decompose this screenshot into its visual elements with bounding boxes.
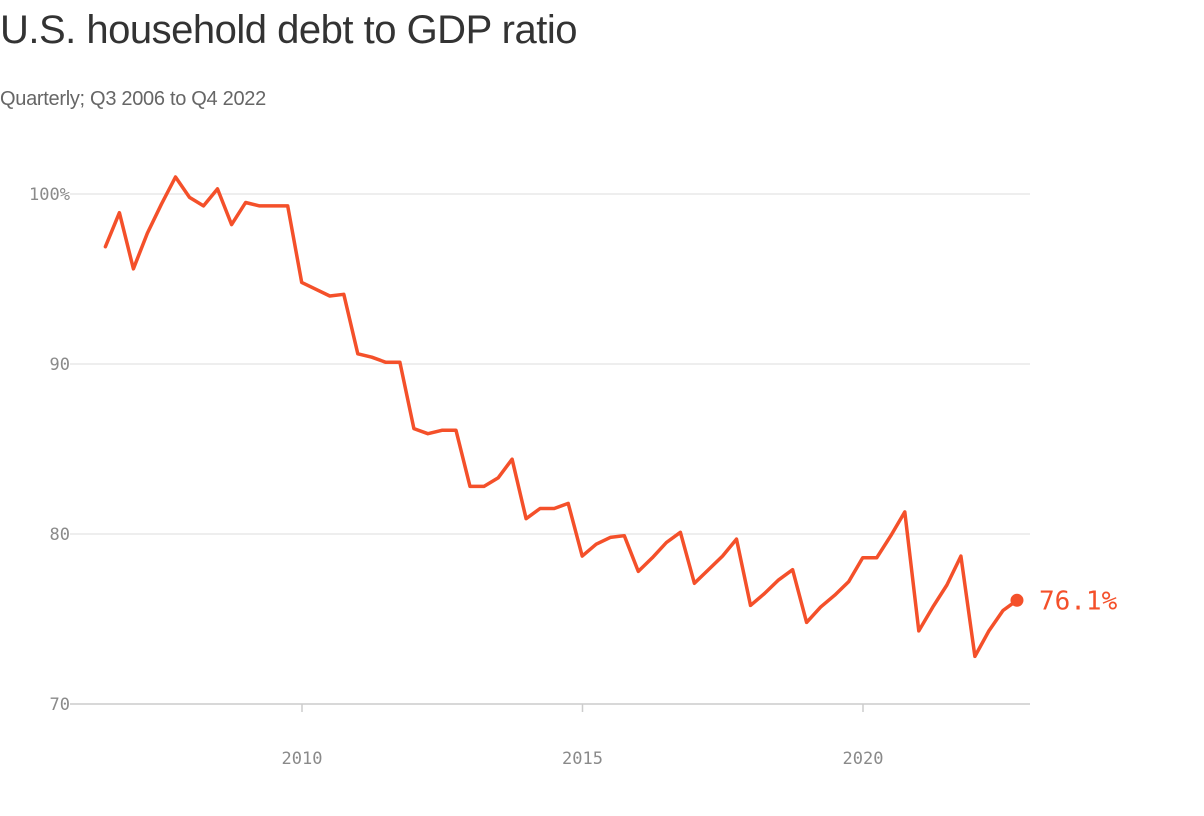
chart-subtitle: Quarterly; Q3 2006 to Q4 2022 [0, 88, 266, 110]
y-tick-label: 70 [50, 695, 70, 715]
end-value-label: 76.1% [1039, 586, 1118, 616]
x-tick-label: 2010 [282, 749, 323, 769]
x-tick-label: 2015 [562, 749, 603, 769]
end-point-marker [1010, 593, 1024, 607]
x-tick-label: 2020 [843, 749, 884, 769]
y-tick-label: 90 [50, 355, 70, 375]
chart-title: U.S. household debt to GDP ratio [0, 8, 577, 52]
series-line [103, 175, 1019, 659]
y-tick-label: 100% [29, 185, 70, 205]
y-tick-label: 80 [50, 525, 70, 545]
